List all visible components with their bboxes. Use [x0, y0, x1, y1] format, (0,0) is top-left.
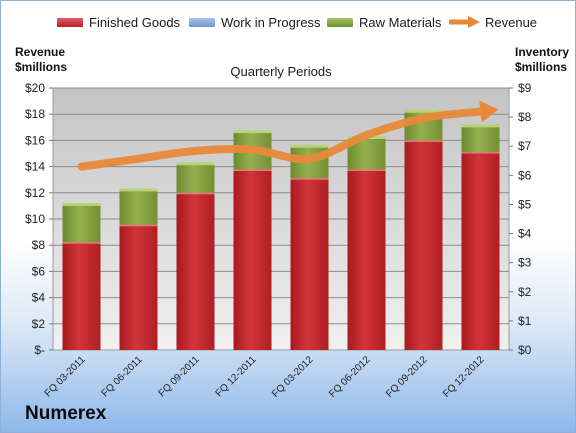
revenue-line	[77, 107, 485, 171]
x-tick-label: FQ 06-2011	[100, 354, 145, 399]
bar-finished-goods-cap	[62, 240, 101, 244]
left-tick-label: $8	[32, 238, 46, 252]
bar-finished-goods	[461, 152, 500, 350]
legend-item-finished-goods: Finished Goods	[57, 11, 180, 33]
legend-item-raw-materials: Raw Materials	[327, 11, 441, 33]
left-tick-label: $6	[32, 264, 46, 278]
right-axis-caption: Inventory $millions	[515, 45, 569, 75]
bar-raw-materials	[176, 163, 215, 193]
bar-raw-materials-cap	[62, 202, 101, 206]
right-tick-label: $3	[518, 256, 532, 270]
work-in-progress-swatch	[189, 17, 215, 27]
right-tick-label: $8	[518, 110, 532, 124]
bar-raw-materials	[62, 204, 101, 243]
legend-label-work-in-progress: Work in Progress	[221, 14, 321, 30]
revenue-arrowhead	[479, 100, 499, 123]
right-tick-label: $5	[518, 197, 532, 211]
company-name: Numerex	[25, 403, 107, 424]
right-tick-label: $0	[518, 343, 532, 357]
bar-finished-goods	[62, 242, 101, 350]
left-axis-caption-line-2: $millions	[15, 60, 68, 74]
legend-item-work-in-progress: Work in Progress	[189, 11, 320, 33]
left-tick-label: $20	[25, 81, 45, 95]
legend-label-revenue: Revenue	[485, 14, 538, 30]
right-axis-caption-line-2: $millions	[515, 60, 568, 74]
left-axis-caption-line-1: Revenue	[15, 45, 66, 59]
legend-label-raw-materials: Raw Materials	[359, 14, 442, 30]
left-tick-label: $-	[34, 343, 45, 357]
x-tick-label: FQ 03-2012	[270, 354, 316, 400]
bar-raw-materials-cap	[461, 124, 500, 128]
bar-finished-goods	[176, 192, 215, 350]
bar-raw-materials-cap	[119, 188, 158, 192]
x-tick-label: FQ 06-2012	[327, 354, 373, 400]
bar-finished-goods	[119, 224, 158, 350]
right-tick-label: $7	[518, 139, 532, 153]
left-tick-label: $10	[25, 212, 45, 226]
left-tick-label: $14	[25, 160, 45, 174]
bar-finished-goods	[290, 178, 329, 350]
left-tick-label: $4	[32, 291, 46, 305]
left-tick-label: $12	[25, 186, 45, 200]
right-tick-label: $1	[518, 314, 532, 328]
x-tick-label: FQ 12-2011	[214, 354, 259, 399]
x-tick-label: FQ 09-2012	[384, 354, 430, 400]
bar-raw-materials-cap	[290, 144, 329, 148]
bar-raw-materials	[461, 125, 500, 153]
x-tick-label: FQ 03-2011	[43, 354, 88, 399]
legend-label-finished-goods: Finished Goods	[89, 14, 181, 30]
left-axis-caption: Revenue $millions	[15, 45, 67, 75]
finished-goods-swatch	[57, 17, 83, 27]
bar-raw-materials-cap	[176, 162, 215, 166]
bar-finished-goods	[233, 169, 272, 350]
legend-item-revenue: Revenue	[447, 11, 538, 33]
chart-title: Quarterly Periods	[230, 64, 332, 79]
left-tick-label: $2	[32, 317, 46, 331]
left-tick-label: $18	[25, 107, 45, 121]
raw-materials-swatch	[327, 17, 353, 27]
revenue-arrow-icon	[447, 15, 481, 29]
bar-raw-materials	[119, 189, 158, 225]
bar-raw-materials-cap	[233, 130, 272, 134]
bar-finished-goods	[404, 140, 443, 350]
x-tick-label: FQ 09-2011	[157, 354, 202, 399]
left-tick-label: $16	[25, 133, 45, 147]
right-tick-label: $2	[518, 285, 532, 299]
bar-finished-goods	[347, 169, 386, 350]
right-tick-label: $4	[518, 227, 532, 241]
right-tick-label: $6	[518, 168, 532, 182]
x-tick-label: FQ 12-2012	[441, 354, 487, 400]
legend: Finished Goods Work in Progress Raw Mate…	[1, 11, 575, 33]
right-axis-caption-line-1: Inventory	[515, 45, 570, 59]
right-tick-label: $9	[518, 81, 532, 95]
bar-raw-materials-cap	[404, 109, 443, 113]
